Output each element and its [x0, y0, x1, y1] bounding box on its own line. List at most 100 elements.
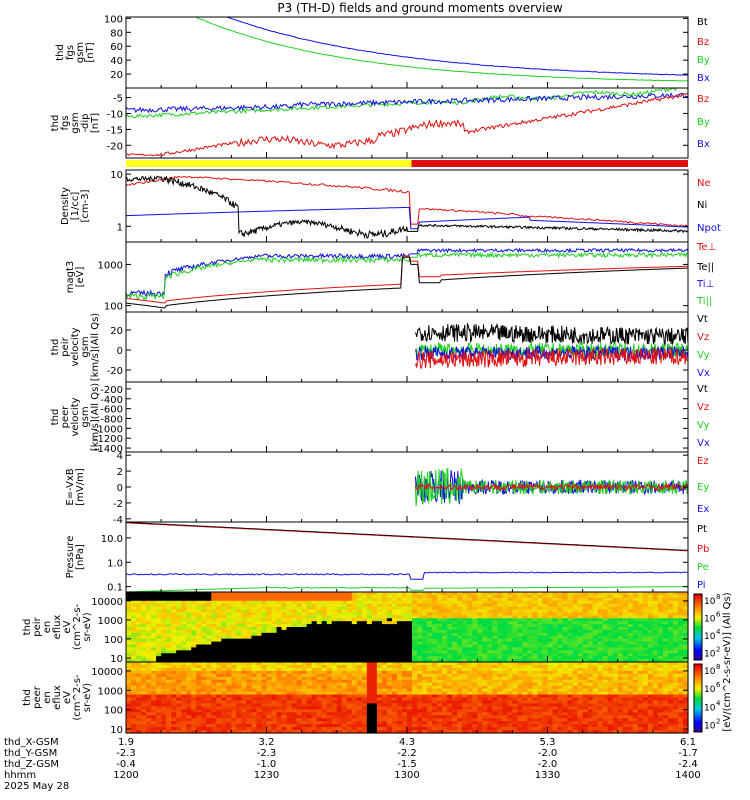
y-tick-label: -400 — [100, 395, 123, 406]
y-axis-label: peer — [32, 685, 43, 709]
colorbar-cell — [694, 703, 702, 706]
y-tick-label: -200 — [100, 385, 123, 396]
panel-frame — [125, 381, 689, 453]
series-by-line — [126, 16, 688, 82]
y-axis-label: [nPa] — [75, 544, 86, 570]
y-tick-label: -1400 — [94, 444, 123, 455]
mode-bar-segment — [411, 160, 688, 167]
x-axis-tick-label: 1200 — [113, 770, 138, 781]
y-axis-label: (cm^2-s- — [72, 674, 83, 721]
y-tick-label: 0 — [117, 483, 123, 494]
peer-eflux-spectrogram — [126, 662, 689, 734]
x-axis-date: 2025 May 28 — [4, 781, 69, 792]
colorbar-frame — [693, 663, 703, 733]
colorbar-cell — [694, 667, 702, 670]
chart-title: P3 (TH-D) fields and ground moments over… — [277, 1, 563, 15]
series-ti-par-line — [125, 251, 689, 301]
y-axis-label: gsm — [70, 112, 81, 133]
colorbar-cell — [694, 682, 702, 685]
panel-frame — [125, 169, 689, 243]
colorbar-cell — [694, 597, 702, 600]
series-npot-line — [126, 206, 688, 230]
colorbar-cell — [694, 706, 702, 709]
y-tick-label: 60 — [110, 42, 123, 53]
colorbar-cell — [694, 687, 702, 690]
colorbar-cell — [694, 608, 702, 611]
colorbar-cell — [694, 725, 702, 728]
legend-entry: Pb — [697, 544, 709, 555]
colorbar-tick-label: 10 — [704, 650, 716, 660]
colorbar-cell — [694, 610, 702, 613]
panel-frame — [125, 16, 689, 89]
y-tick-label: 1 — [117, 222, 123, 233]
y-tick-label: 2 — [117, 467, 123, 478]
y-axis-label: fgs — [60, 115, 71, 130]
colorbar-cell — [694, 689, 702, 692]
y-tick-label: 100 — [104, 14, 123, 25]
panel-frame — [125, 311, 689, 383]
y-tick-label: 10 — [110, 654, 123, 665]
colorbar-cell — [694, 618, 702, 621]
colorbar-cell — [694, 628, 702, 631]
colorbar-cell — [694, 723, 702, 726]
y-tick-label: 40 — [110, 56, 123, 67]
colorbar-cell — [694, 595, 702, 598]
y-axis-label: [km/s](All Qs) — [90, 313, 101, 381]
y-axis-label: thd — [50, 339, 61, 356]
y-tick-label: 1000 — [98, 260, 123, 271]
y-axis-label: Density — [60, 187, 71, 225]
legend-entry: Ex — [697, 504, 709, 515]
colorbar-cell — [694, 627, 702, 630]
colorbar-cell — [694, 641, 702, 644]
y-tick-label: -800 — [100, 414, 123, 425]
colorbar-cell — [694, 648, 702, 651]
colorbar-cell — [694, 643, 702, 646]
colorbar-cell — [694, 708, 702, 711]
x-axis-tick-label: -2.3 — [257, 748, 277, 759]
y-tick-label: 1000 — [98, 686, 123, 697]
x-axis-tick-label: 1330 — [535, 770, 560, 781]
colorbar-cell — [694, 709, 702, 713]
y-axis-label: velocity — [70, 397, 81, 436]
y-axis-label: [nT] — [85, 42, 96, 62]
colorbar-tick-label: 10 — [704, 632, 716, 642]
y-axis-label: en — [42, 691, 53, 704]
y-tick-label: 20 — [110, 70, 123, 81]
x-axis-tick-label: -1.5 — [397, 759, 417, 770]
y-axis-label: E=-VxB — [65, 468, 76, 505]
panel-frame — [125, 521, 689, 593]
colorbar-cell — [694, 691, 702, 694]
colorbar-cell — [694, 686, 702, 689]
y-axis-label: eflux — [52, 615, 63, 640]
colorbar-cell — [694, 633, 702, 636]
y-tick-label: -1000 — [94, 424, 123, 435]
x-axis-tick-label: -2.3 — [116, 748, 136, 759]
colorbar-tick-exponent: 4 — [716, 699, 721, 707]
legend-entry: Vy — [697, 420, 710, 431]
colorbar-tick-label: 10 — [704, 685, 716, 695]
colorbar-tick-exponent: 4 — [716, 628, 721, 636]
y-axis-label: [km/s](All Qs) — [90, 383, 101, 451]
y-axis-label: velocity — [70, 327, 81, 366]
colorbar-cell — [694, 679, 702, 682]
y-axis-label: eV — [62, 620, 73, 633]
y-axis-label: thd — [50, 409, 61, 426]
colorbar-cell — [694, 640, 702, 643]
colorbar-cell — [694, 704, 702, 707]
y-tick-label: 100 — [104, 302, 123, 313]
legend-entry: Te|| — [696, 262, 714, 273]
colorbar-tick-label: 10 — [704, 615, 716, 625]
colorbar-cell — [694, 692, 702, 696]
colorbar-tick-exponent: 6 — [716, 681, 721, 689]
colorbar-cell — [694, 635, 702, 638]
colorbar-cell — [694, 713, 702, 716]
x-axis-tick-label: 1300 — [394, 770, 419, 781]
colorbar-cell — [694, 658, 702, 661]
colorbar-cell — [694, 612, 702, 615]
legend-entry: Vz — [697, 402, 709, 413]
y-tick-label: 20 — [110, 326, 123, 337]
x-axis-tick-label: 1400 — [675, 770, 700, 781]
legend-entry: Vt — [697, 314, 708, 325]
colorbar-cell — [694, 721, 702, 724]
colorbar-tick-label: 10 — [704, 597, 716, 607]
